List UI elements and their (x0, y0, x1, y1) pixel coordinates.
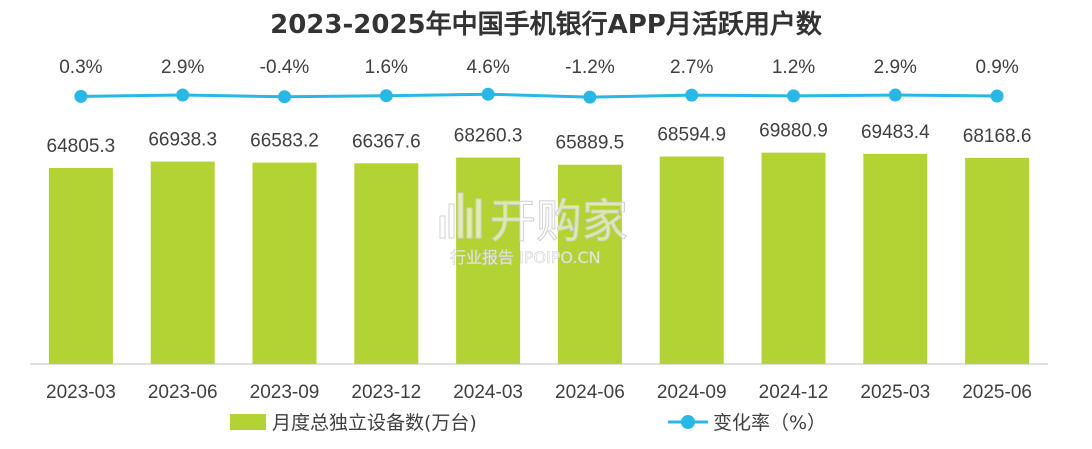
bar-value-label: 64805.3 (47, 136, 116, 157)
x-tick-label: 2023-09 (250, 382, 320, 403)
x-tick-label: 2023-12 (351, 382, 421, 403)
bar-value-label: 68260.3 (454, 126, 523, 147)
line-value-label: 2.9% (161, 57, 204, 78)
line-point-2025-03 (888, 88, 902, 102)
x-tick-label: 2025-03 (860, 382, 930, 403)
legend-bar-label: 月度总独立设备数(万台) (272, 412, 477, 434)
watermark-main-text: 开购家 (490, 194, 628, 248)
line-point-2024-12 (787, 89, 800, 103)
bar-2024-06 (557, 164, 622, 364)
bar-2025-03 (863, 153, 928, 364)
bar-value-labels: 64805.3 66938.3 66583.2 66367.6 68260.3 65889… (47, 121, 1032, 157)
bar-value-label: 65889.5 (556, 133, 625, 154)
line-point-2023-12 (379, 89, 393, 103)
legend-bar-swatch (230, 414, 266, 430)
bar-2023-03 (48, 168, 113, 364)
bar-value-label: 66938.3 (148, 130, 217, 151)
line-point-2024-06 (583, 90, 597, 104)
x-tick-label: 2024-03 (453, 382, 523, 403)
legend-line-marker (681, 415, 695, 429)
line-series (74, 87, 1004, 104)
line-value-label: 4.6% (466, 57, 509, 78)
bar-value-label: 69880.9 (759, 121, 828, 142)
legend: 月度总独立设备数(万台) 变化率（%） (230, 412, 826, 434)
x-tick-label: 2024-12 (759, 382, 829, 403)
line-point-2024-03 (481, 87, 495, 101)
line-point-2023-03 (74, 89, 88, 103)
line-point-2023-06 (176, 88, 190, 102)
line-value-label: -1.2% (565, 57, 615, 78)
watermark-logo-icon (439, 192, 482, 239)
line-value-labels: 0.3% 2.9% -0.4% 1.6% 4.6% -1.2% 2.7% 1.2% 2.9% 0.… (59, 57, 1019, 78)
legend-line-label: 变化率（%） (713, 412, 826, 434)
line-point-2023-09 (278, 90, 291, 104)
bar-2023-12 (354, 163, 419, 364)
bar-2025-06 (965, 157, 1030, 364)
bar-value-label: 66583.2 (250, 131, 319, 152)
line-value-label: 0.3% (59, 57, 102, 78)
line-point-2024-09 (685, 88, 699, 102)
bar-2023-09 (252, 162, 317, 364)
bar-2024-09 (659, 156, 724, 364)
legend-item-bar: 月度总独立设备数(万台) (230, 412, 477, 434)
line-value-label: 2.7% (670, 57, 713, 78)
bar-2023-06 (150, 161, 215, 364)
chart-title: 2023-2025年中国手机银行APP月活跃用户数 (270, 10, 822, 40)
x-tick-label: 2024-06 (555, 382, 625, 403)
line-value-label: -0.4% (260, 57, 310, 78)
bar-value-label: 66367.6 (352, 131, 421, 152)
x-tick-label: 2024-09 (657, 382, 727, 403)
x-tick-label: 2023-06 (148, 382, 218, 403)
line-value-label: 1.6% (365, 57, 408, 78)
bar-2024-03 (456, 157, 521, 364)
x-tick-label: 2025-06 (962, 382, 1032, 403)
line-point-2025-06 (990, 89, 1004, 103)
bar-2024-12 (761, 152, 826, 364)
x-tick-label: 2023-03 (46, 382, 116, 403)
bar-series (48, 152, 1030, 364)
legend-item-line: 变化率（%） (668, 412, 826, 434)
watermark: 开购家 行业报告 IPOIPO.CN (439, 192, 629, 267)
line-value-label: 1.2% (772, 57, 815, 78)
line-value-label: 2.9% (874, 57, 917, 78)
change-rate-line (80, 92, 998, 99)
bar-value-label: 69483.4 (861, 122, 930, 143)
line-value-label: 0.9% (975, 57, 1018, 78)
watermark-sub-text: 行业报告 IPOIPO.CN (450, 248, 601, 267)
x-axis-tick-labels: 2023-03 2023-06 2023-09 2023-12 2024-03 2024-… (46, 382, 1032, 403)
bar-value-label: 68594.9 (657, 125, 726, 146)
bar-value-label: 68168.6 (963, 126, 1032, 147)
